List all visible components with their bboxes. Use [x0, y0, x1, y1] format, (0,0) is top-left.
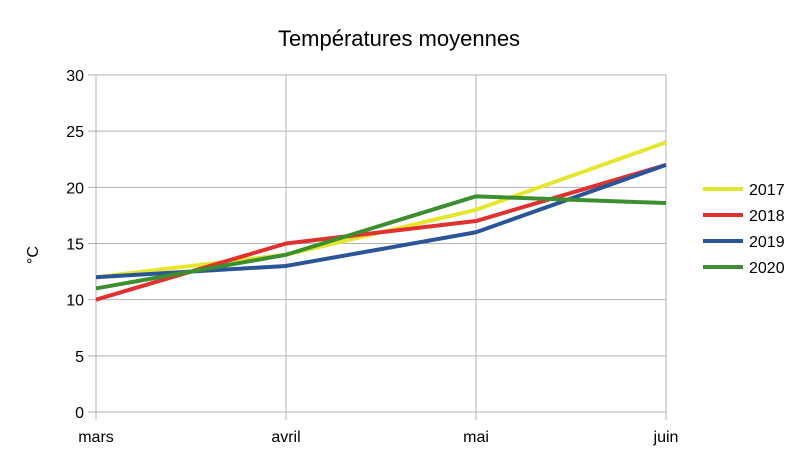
- y-tick-label: 0: [75, 405, 84, 422]
- x-tick-label: mai: [463, 429, 489, 446]
- y-tick-label: 30: [66, 68, 84, 85]
- x-tick-label: avril: [271, 429, 300, 446]
- legend-item-2020: 2020: [703, 260, 785, 277]
- legend-item-2018: 2018: [703, 208, 785, 225]
- series-line-2020: [95, 194, 667, 291]
- legend-label: 2018: [749, 208, 785, 225]
- chart-title: Températures moyennes: [278, 26, 520, 51]
- y-tick-labels: 0 5 10 15 20 25 30: [66, 68, 84, 422]
- y-tick-label: 20: [66, 180, 84, 197]
- legend-label: 2019: [749, 234, 785, 251]
- x-tick-label: mars: [78, 429, 114, 446]
- gridlines: [88, 74, 667, 420]
- legend-label: 2017: [749, 182, 785, 199]
- legend-item-2017: 2017: [703, 182, 785, 199]
- legend-item-2019: 2019: [703, 234, 785, 251]
- y-axis-title: °C: [25, 246, 42, 264]
- x-tick-labels: mars avril mai juin: [78, 429, 678, 446]
- y-tick-label: 15: [66, 237, 84, 254]
- legend-label: 2020: [749, 260, 785, 277]
- x-tick-label: juin: [653, 429, 679, 446]
- series-lines: [95, 140, 667, 302]
- legend: 2017 2018 2019 2020: [703, 182, 785, 277]
- y-tick-label: 5: [75, 349, 84, 366]
- y-tick-label: 10: [66, 293, 84, 310]
- series-line-2019: [95, 162, 667, 280]
- series-line-2018: [95, 162, 667, 302]
- series-line-2017: [95, 140, 667, 280]
- y-tick-label: 25: [66, 124, 84, 141]
- axes: [88, 75, 666, 420]
